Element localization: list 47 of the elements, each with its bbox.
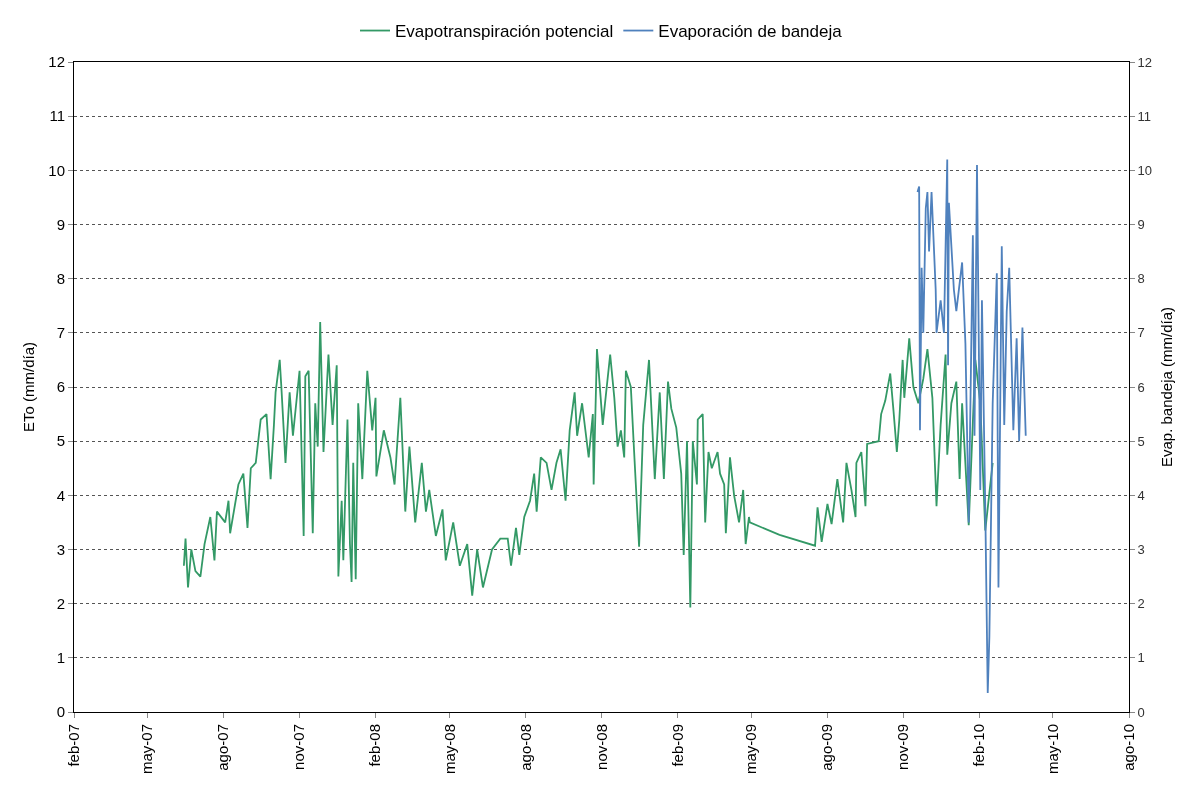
y-tick-label: 10 bbox=[48, 161, 65, 179]
legend-label: Evaporación de bandeja bbox=[658, 22, 843, 42]
y2-tick-label: 8 bbox=[1137, 271, 1145, 287]
y2-axis-title: Evap. bandeja (mm/día) bbox=[1158, 306, 1176, 468]
x-tick-label: ago-10 bbox=[1119, 724, 1137, 771]
x-tick-label: nov-07 bbox=[290, 724, 308, 770]
x-tick-label: ago-07 bbox=[214, 724, 232, 771]
x-tick-label: may-07 bbox=[138, 724, 156, 775]
x-tick-label: ago-09 bbox=[818, 724, 836, 771]
x-tick-label: may-09 bbox=[742, 724, 760, 775]
y2-tick-label: 11 bbox=[1137, 108, 1152, 124]
y2-tick-label: 2 bbox=[1137, 596, 1145, 612]
y2-tick-label: 0 bbox=[1137, 704, 1145, 720]
x-tick-label: feb-07 bbox=[64, 724, 82, 767]
line-series bbox=[182, 321, 994, 609]
x-tick-label: ago-08 bbox=[516, 724, 534, 771]
y2-tick-label: 12 bbox=[1137, 54, 1153, 70]
y-tick-label: 1 bbox=[56, 649, 65, 667]
line-series bbox=[916, 158, 1027, 694]
y2-tick-label: 7 bbox=[1137, 325, 1145, 341]
y-tick-label: 4 bbox=[56, 486, 65, 504]
y-tick-label: 11 bbox=[49, 107, 65, 125]
y-tick-label: 2 bbox=[56, 594, 65, 612]
x-tick-label: feb-08 bbox=[366, 724, 384, 767]
x-tick-label: feb-10 bbox=[970, 724, 988, 767]
y-tick-label: 5 bbox=[56, 432, 65, 450]
y2-tick-label: 3 bbox=[1137, 542, 1145, 558]
y2-tick-label: 4 bbox=[1137, 487, 1145, 503]
x-tick-label: may-10 bbox=[1043, 724, 1061, 775]
x-tick-label: nov-09 bbox=[894, 724, 912, 770]
y-tick-label: 9 bbox=[56, 215, 65, 233]
y-tick-label: 8 bbox=[56, 269, 65, 287]
y-tick-label: 6 bbox=[56, 378, 65, 396]
y2-tick-label: 1 bbox=[1137, 650, 1145, 666]
x-tick-label: nov-08 bbox=[592, 724, 610, 770]
y-tick-label: 12 bbox=[48, 53, 65, 71]
y2-tick-label: 6 bbox=[1137, 379, 1145, 395]
y-axis-title: ETo (mm/día) bbox=[19, 341, 37, 433]
y-tick-label: 3 bbox=[56, 540, 65, 558]
y2-tick-label: 10 bbox=[1137, 162, 1153, 178]
y-tick-label: 7 bbox=[56, 324, 65, 342]
y2-tick-label: 5 bbox=[1137, 433, 1145, 449]
y2-tick-label: 9 bbox=[1137, 217, 1145, 233]
legend-label: Evapotranspiración potencial bbox=[395, 22, 614, 42]
y-tick-label: 0 bbox=[56, 703, 65, 721]
x-tick-label: feb-09 bbox=[668, 724, 686, 767]
x-tick-label: may-08 bbox=[440, 724, 458, 775]
